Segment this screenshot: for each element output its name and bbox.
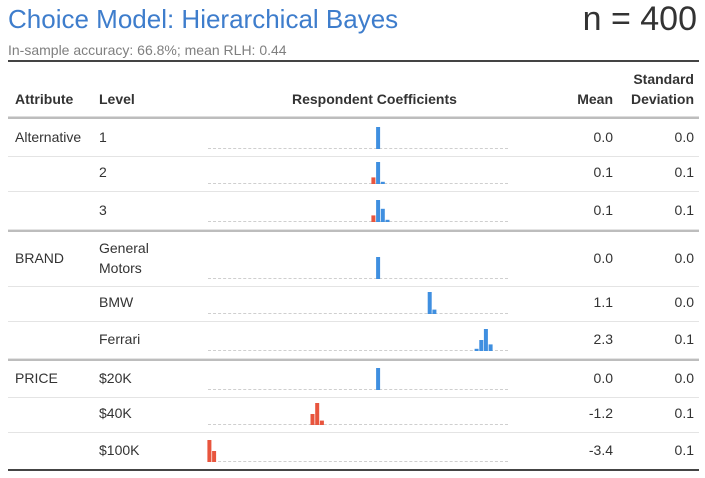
level-label: BMW	[99, 294, 134, 310]
histogram-baseline	[208, 148, 508, 149]
mean-value: 0.1	[593, 202, 613, 218]
table-row: $100K -3.4 0.1	[8, 433, 699, 470]
coefficient-histogram	[207, 440, 217, 462]
mean-value: 2.3	[593, 331, 613, 347]
header-sd-line1: Standard	[633, 71, 694, 87]
histogram-bar	[315, 403, 320, 425]
histogram-bar	[376, 368, 381, 390]
histogram-bar	[376, 257, 381, 279]
histogram-bar	[376, 127, 381, 149]
coefficient-histogram	[371, 200, 390, 222]
histogram-bar	[427, 292, 432, 314]
sd-value: 0.0	[674, 129, 694, 145]
coefficient-histogram	[371, 162, 385, 184]
coefficient-histogram	[310, 403, 324, 425]
histogram-bar	[371, 177, 376, 184]
histogram-bar	[376, 162, 381, 184]
histogram-bar	[380, 181, 385, 184]
page-title: Choice Model: Hierarchical Bayes	[8, 4, 399, 34]
attribute-label: BRAND	[15, 250, 65, 266]
sd-value: 0.1	[674, 405, 694, 421]
histogram-baseline	[208, 461, 508, 462]
histogram-baseline	[208, 221, 508, 222]
coefficient-histogram	[376, 368, 381, 390]
table-row: BRAND General Motors 0.0 0.0	[8, 230, 699, 287]
page-subtitle: In-sample accuracy: 66.8%; mean RLH: 0.4…	[8, 42, 287, 58]
histogram-bar	[310, 414, 315, 425]
header-coefficients: Respondent Coefficients	[292, 91, 457, 107]
mean-value: 1.1	[593, 294, 613, 310]
table-row: BMW 1.1 0.0	[8, 285, 699, 322]
histogram-bar	[207, 440, 212, 462]
histogram-baseline	[208, 313, 508, 314]
sd-value: 0.1	[674, 442, 694, 458]
mean-value: 0.0	[593, 250, 613, 266]
histogram-baseline	[208, 183, 508, 184]
level-label: $100K	[99, 442, 140, 458]
level-label: General	[99, 240, 149, 256]
histogram-bar	[385, 219, 390, 222]
histogram-bar	[212, 451, 217, 462]
sd-value: 0.1	[674, 164, 694, 180]
level-label: $20K	[99, 370, 132, 386]
attribute-label: Alternative	[15, 129, 82, 145]
coefficient-histogram	[376, 127, 381, 149]
histogram-bar	[319, 420, 324, 425]
histogram-bar	[376, 200, 381, 222]
header-sd-line2: Deviation	[630, 91, 694, 107]
bottom-divider	[8, 469, 699, 471]
sd-value: 0.0	[674, 250, 694, 266]
histogram-bar	[371, 215, 376, 222]
histogram-baseline	[208, 350, 508, 351]
mean-value: -3.4	[588, 442, 613, 458]
level-label: $40K	[99, 405, 132, 421]
sd-value: 0.1	[674, 202, 694, 218]
table-row: PRICE $20K 0.0 0.0	[8, 359, 699, 398]
top-divider	[8, 60, 699, 62]
table-row: Ferrari 2.3 0.1	[8, 322, 699, 359]
coefficient-histogram	[376, 257, 381, 279]
histogram-bar	[479, 340, 484, 351]
sd-value: 0.1	[674, 331, 694, 347]
header-attribute: Attribute	[15, 91, 74, 107]
histogram-bar	[483, 329, 488, 351]
level-label-line2: Motors	[99, 260, 142, 276]
mean-value: 0.0	[593, 370, 613, 386]
sd-value: 0.0	[674, 370, 694, 386]
histogram-baseline	[208, 424, 508, 425]
header-level: Level	[99, 91, 135, 107]
mean-value: 0.0	[593, 129, 613, 145]
mean-value: -1.2	[588, 405, 613, 421]
histogram-bar	[432, 309, 437, 314]
sd-value: 0.0	[674, 294, 694, 310]
level-label: 2	[99, 164, 107, 180]
coefficient-histogram	[427, 292, 437, 314]
table-row: Alternative 1 0.0 0.0	[8, 117, 699, 157]
histogram-bar	[380, 208, 385, 222]
header-divider	[8, 116, 699, 117]
sample-size: n = 400	[582, 0, 697, 38]
table-row: 2 0.1 0.1	[8, 155, 699, 192]
table-row: $40K -1.2 0.1	[8, 396, 699, 433]
mean-value: 0.1	[593, 164, 613, 180]
level-label: 3	[99, 202, 107, 218]
header-mean: Mean	[577, 91, 613, 107]
level-label: Ferrari	[99, 331, 141, 347]
histogram-baseline	[208, 389, 508, 390]
histogram-baseline	[208, 278, 508, 279]
level-label: 1	[99, 129, 107, 145]
histogram-bar	[488, 344, 493, 351]
coefficient-histogram	[474, 329, 493, 351]
table-row: 3 0.1 0.1	[8, 192, 699, 230]
histogram-bar	[474, 348, 479, 351]
attribute-label: PRICE	[15, 370, 58, 386]
